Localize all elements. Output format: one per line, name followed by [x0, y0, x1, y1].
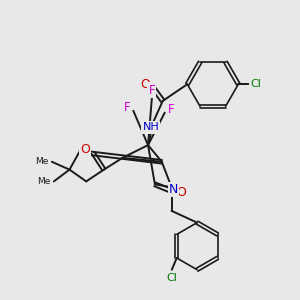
Text: O: O [140, 78, 150, 91]
Text: N: N [169, 183, 178, 196]
Text: NH: NH [142, 122, 159, 132]
Text: F: F [124, 101, 131, 114]
Text: Cl: Cl [250, 79, 261, 89]
Text: O: O [176, 186, 186, 199]
Text: Cl: Cl [167, 273, 177, 283]
Text: F: F [149, 84, 155, 97]
Text: Me: Me [38, 177, 51, 186]
Text: O: O [80, 142, 90, 155]
Text: Me: Me [35, 157, 49, 166]
Text: F: F [168, 103, 175, 116]
